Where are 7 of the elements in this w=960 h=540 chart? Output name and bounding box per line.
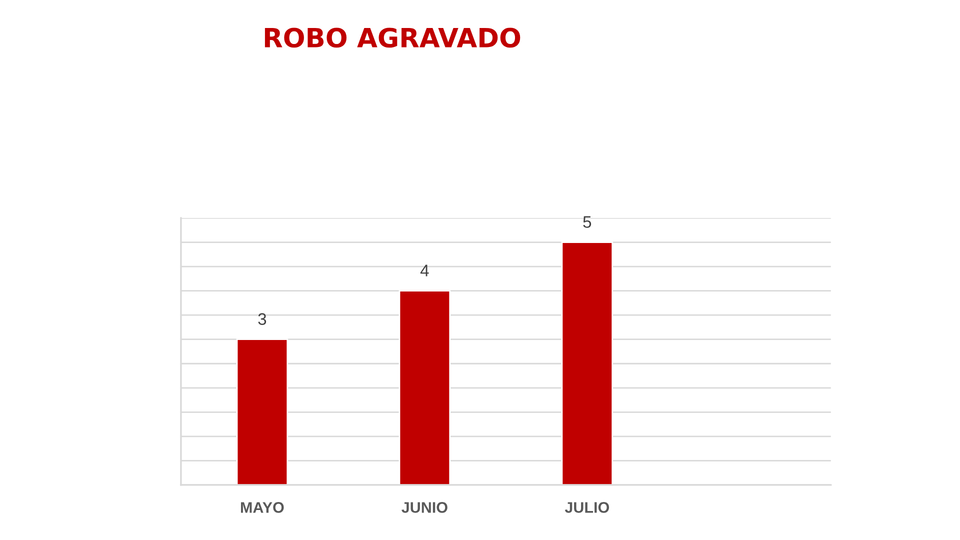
- data-label: 3: [258, 313, 266, 325]
- data-label: 5: [583, 216, 592, 228]
- x-tick-label: JULIO: [564, 502, 610, 513]
- data-label: 4: [420, 264, 429, 276]
- x-tick-label: JUNIO: [402, 502, 448, 513]
- chart-title: ROBO AGRAVADO: [264, 28, 520, 48]
- x-tick-label: MAYO: [241, 502, 284, 513]
